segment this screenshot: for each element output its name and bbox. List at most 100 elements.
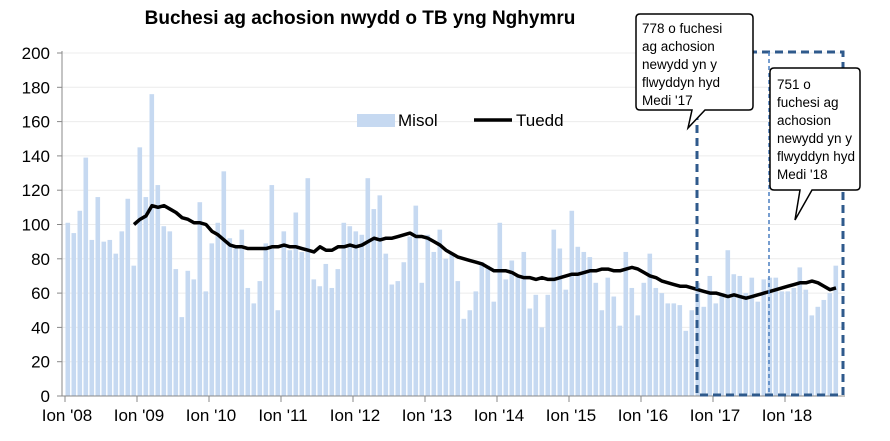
bar	[503, 279, 509, 396]
bar	[347, 226, 353, 396]
bar	[281, 231, 287, 396]
callout-line: flwyddyn hyd	[642, 75, 721, 90]
bar	[269, 185, 275, 396]
callout-line: 778 o fuchesi	[642, 21, 723, 36]
bar	[815, 306, 821, 396]
y-tick-label: 140	[22, 147, 50, 166]
legend: Misol Tuedd	[357, 111, 564, 130]
bar	[551, 229, 557, 396]
bar	[713, 303, 719, 396]
bar	[389, 284, 395, 396]
bar	[359, 234, 365, 396]
bar	[239, 229, 245, 396]
chart-title: Buchesi ag achosion nwydd o TB yng Nghym…	[144, 8, 576, 29]
bar	[749, 277, 755, 396]
bar	[557, 248, 563, 396]
bar	[257, 281, 263, 396]
bar	[833, 265, 839, 396]
bar	[437, 229, 443, 396]
bar	[485, 265, 491, 396]
bar	[353, 231, 359, 396]
bar	[491, 301, 497, 396]
bar	[497, 222, 503, 396]
bar	[401, 262, 407, 396]
bar	[443, 258, 449, 396]
bar	[71, 233, 77, 396]
x-tick-label: Ion '15	[546, 406, 597, 425]
bar	[467, 310, 473, 396]
callout-line: Medi '18	[777, 167, 828, 182]
legend-swatch-misol	[357, 114, 395, 127]
trend-line	[132, 203, 837, 300]
bar	[635, 315, 641, 396]
bar	[515, 275, 521, 396]
bar	[647, 253, 653, 396]
y-tick-label: 180	[22, 78, 50, 97]
bar	[65, 222, 71, 396]
bar	[653, 287, 659, 396]
callout-bubble-2018	[769, 67, 861, 221]
bar	[173, 269, 179, 396]
bar	[449, 253, 455, 396]
bar	[377, 195, 383, 396]
x-tick-label: Ion '11	[258, 406, 307, 425]
y-tick-label: 100	[22, 216, 50, 235]
bar	[797, 267, 803, 396]
callout-line: achosion	[777, 113, 832, 128]
bar	[593, 282, 599, 396]
bar	[407, 236, 413, 396]
bar	[317, 286, 323, 396]
bar	[197, 202, 203, 396]
bar	[773, 277, 779, 396]
bar	[803, 289, 809, 396]
bar	[455, 281, 461, 396]
bar	[179, 317, 185, 396]
bar	[827, 293, 833, 396]
bar	[479, 262, 485, 396]
legend-label-tuedd: Tuedd	[516, 111, 564, 130]
bar	[245, 287, 251, 396]
y-tick-label: 200	[22, 44, 50, 63]
x-tick-label: Ion '13	[402, 406, 453, 425]
bar	[131, 265, 137, 396]
bar	[743, 293, 749, 396]
bar	[167, 231, 173, 396]
bar	[539, 327, 545, 396]
bar	[371, 209, 377, 396]
bar	[677, 305, 683, 396]
bar	[785, 291, 791, 396]
bar	[725, 250, 731, 396]
y-tick-label: 120	[22, 181, 50, 200]
bar	[335, 269, 341, 396]
bar	[299, 251, 305, 396]
bar	[83, 157, 89, 396]
bar	[161, 226, 167, 396]
bar	[821, 299, 827, 396]
y-tick-label: 40	[31, 318, 50, 337]
bar	[473, 291, 479, 396]
bar	[95, 197, 101, 396]
bar	[425, 234, 431, 396]
bar	[581, 251, 587, 396]
bar	[563, 289, 569, 396]
bar	[599, 310, 605, 396]
bar	[203, 291, 209, 396]
bar	[251, 303, 257, 396]
callout-line: flwyddyn hyd	[777, 149, 856, 164]
bar	[629, 287, 635, 396]
bar	[365, 178, 371, 396]
bar	[329, 287, 335, 396]
bar	[155, 185, 161, 396]
callout-2018: 751 o fuchesi ag achosion newydd yn y fl…	[777, 76, 855, 184]
bar	[605, 277, 611, 396]
callout-line: fuchesi ag	[777, 95, 839, 110]
bar	[719, 293, 725, 396]
callout-line: ag achosion	[642, 39, 715, 54]
legend-label-misol: Misol	[398, 111, 438, 130]
bar	[305, 178, 311, 396]
highlight-box-12-months	[695, 50, 845, 397]
bar	[341, 222, 347, 396]
callout-bubble-2017	[635, 13, 754, 131]
bar	[737, 275, 743, 396]
